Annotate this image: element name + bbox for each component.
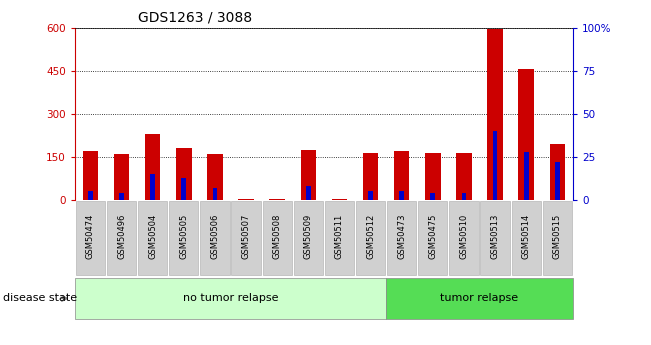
Bar [368,191,373,200]
Bar [493,131,497,200]
Text: GSM50474: GSM50474 [86,214,95,259]
Bar [301,150,316,200]
Bar [524,152,529,200]
FancyBboxPatch shape [231,201,260,275]
Text: GSM50475: GSM50475 [428,214,437,259]
Text: no tumor relapse: no tumor relapse [183,293,278,303]
Bar [430,193,435,200]
Bar [213,188,217,200]
Text: GSM50473: GSM50473 [397,214,406,259]
FancyBboxPatch shape [356,201,385,275]
Text: GSM50504: GSM50504 [148,214,157,259]
Text: GSM50511: GSM50511 [335,214,344,259]
Text: GSM50505: GSM50505 [179,214,188,259]
Text: tumor relapse: tumor relapse [441,293,519,303]
Bar [394,151,409,200]
FancyBboxPatch shape [480,201,510,275]
Text: GSM50513: GSM50513 [491,214,499,259]
Text: GSM50512: GSM50512 [366,214,375,259]
Bar [88,191,92,200]
Bar [145,134,160,200]
FancyBboxPatch shape [201,201,230,275]
FancyBboxPatch shape [294,201,323,275]
Bar [83,151,98,200]
Bar [207,154,223,200]
Bar [238,199,254,200]
Bar [176,148,191,200]
Text: GSM50509: GSM50509 [304,214,313,259]
Bar [150,174,155,200]
FancyBboxPatch shape [169,201,199,275]
FancyBboxPatch shape [386,278,573,319]
FancyBboxPatch shape [449,201,478,275]
Text: GDS1263 / 3088: GDS1263 / 3088 [138,10,253,24]
Bar [462,193,466,200]
Bar [518,69,534,200]
FancyBboxPatch shape [75,278,386,319]
FancyBboxPatch shape [387,201,417,275]
Text: GSM50514: GSM50514 [521,214,531,259]
Text: GSM50510: GSM50510 [460,214,469,259]
FancyBboxPatch shape [325,201,354,275]
FancyBboxPatch shape [512,201,541,275]
FancyBboxPatch shape [107,201,136,275]
Text: GSM50508: GSM50508 [273,214,282,259]
Bar [331,199,347,200]
Bar [363,152,378,200]
Text: GSM50496: GSM50496 [117,214,126,259]
FancyBboxPatch shape [543,201,572,275]
Bar [270,199,285,200]
Text: GSM50515: GSM50515 [553,214,562,259]
Bar [114,154,130,200]
Bar [182,178,186,200]
Bar [555,162,560,200]
Bar [399,191,404,200]
Bar [456,153,472,200]
Bar [306,186,311,200]
FancyBboxPatch shape [418,201,447,275]
Bar [488,29,503,200]
FancyBboxPatch shape [76,201,105,275]
Bar [425,152,441,200]
Text: disease state: disease state [3,294,77,303]
Text: GSM50506: GSM50506 [210,214,219,259]
FancyBboxPatch shape [138,201,167,275]
FancyBboxPatch shape [262,201,292,275]
Text: GSM50507: GSM50507 [242,214,251,259]
Bar [549,144,565,200]
Bar [119,193,124,200]
